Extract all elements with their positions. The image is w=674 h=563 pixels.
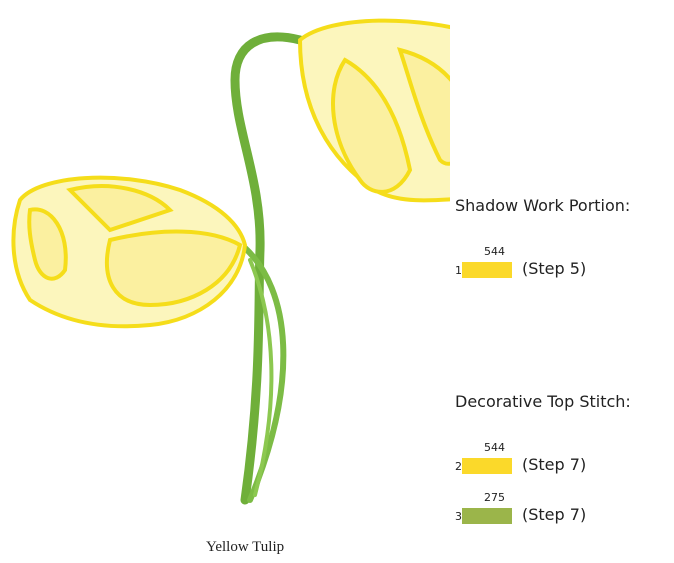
thread-code: 544: [484, 245, 505, 258]
thread-number: 2: [455, 460, 462, 473]
thread-step: (Step 5): [522, 259, 586, 278]
thread-number: 3: [455, 510, 462, 523]
page: Yellow Tulip Shadow Work Portion: 1 544 (St…: [0, 0, 674, 563]
section-title: Shadow Work Portion:: [455, 196, 630, 215]
color-swatch: [462, 458, 512, 474]
color-swatch: [462, 262, 512, 278]
section-title: Decorative Top Stitch:: [455, 392, 631, 411]
caption: Yellow Tulip: [206, 539, 284, 556]
color-swatch: [462, 508, 512, 524]
thread-code: 275: [484, 491, 505, 504]
thread-step: (Step 7): [522, 505, 586, 524]
thread-number: 1: [455, 264, 462, 277]
thread-code: 544: [484, 441, 505, 454]
tulip-illustration: [0, 0, 450, 530]
thread-step: (Step 7): [522, 455, 586, 474]
